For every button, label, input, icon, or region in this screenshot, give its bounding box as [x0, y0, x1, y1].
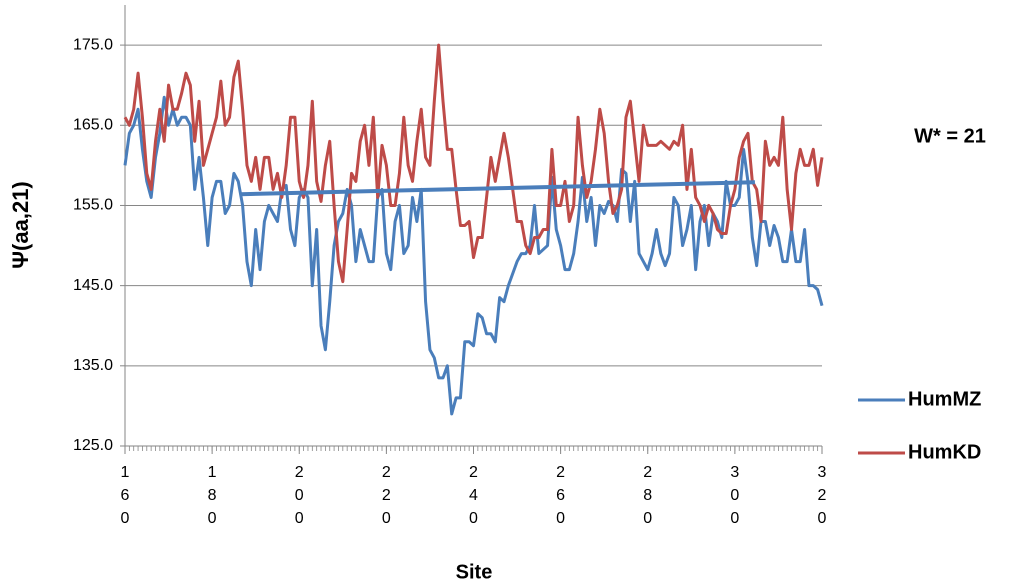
y-tick-label: 135.0 [73, 357, 113, 374]
x-tick-label: 220 [381, 464, 391, 527]
y-tick-label: 165.0 [73, 116, 113, 133]
y-tick-label: 175.0 [73, 36, 113, 53]
y-tick-label: 155.0 [73, 197, 113, 214]
x-tick-label: 200 [294, 464, 304, 527]
annotation: W* = 21 [914, 125, 986, 147]
y-tick-label: 125.0 [73, 437, 113, 454]
x-tick-label: 320 [817, 464, 827, 527]
y-tick-label: 145.0 [73, 277, 113, 294]
x-tick-label: 260 [556, 464, 566, 527]
x-tick-label: 180 [207, 464, 217, 527]
series-line [123, 43, 824, 284]
trend-line [239, 180, 755, 197]
x-tick-label: 300 [730, 464, 740, 527]
x-axis-label: Site [456, 561, 493, 583]
x-tick-label: 280 [643, 464, 653, 527]
y-axis-label: Ψ(aa,21) [8, 181, 33, 269]
legend-label: HumMZ [908, 388, 981, 410]
x-tick-label: 160 [120, 464, 130, 527]
legend-label: HumKD [908, 441, 981, 463]
x-tick-label: 240 [469, 464, 478, 527]
